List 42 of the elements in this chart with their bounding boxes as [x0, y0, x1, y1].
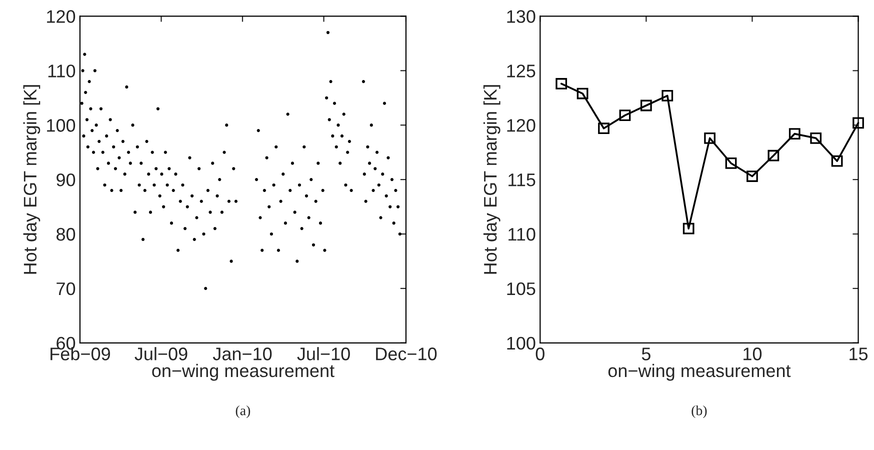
- point: [810, 132, 822, 144]
- x-tick-label: 10: [744, 348, 762, 360]
- x-axis-title: on−wing measurement: [152, 364, 334, 381]
- x-tick-label: 15: [850, 348, 868, 360]
- x-tick-label: Jul−10: [297, 347, 350, 360]
- text: (b): [692, 405, 707, 418]
- y-tick-label: 110: [48, 64, 76, 78]
- y-axis-title: Hot day EGT margin [K]: [483, 85, 500, 274]
- y-tick-label: 105: [507, 282, 536, 296]
- point: [725, 158, 737, 169]
- y-tick-label: 125: [507, 64, 536, 78]
- y-tick-label: 110: [508, 228, 536, 241]
- y-tick-label: 120: [507, 119, 536, 132]
- x-tick-label: 0: [536, 348, 544, 360]
- y-tick-label: 130: [507, 10, 536, 23]
- y-tick-label: 100: [47, 119, 76, 132]
- x-tick-label: 5: [642, 348, 650, 360]
- y-tick-label: 80: [56, 228, 76, 241]
- x-tick-label: Jan−10: [212, 348, 272, 360]
- y-axis-title: Hot day EGT margin [K]: [23, 85, 40, 274]
- point: [768, 150, 780, 162]
- point: [704, 132, 716, 144]
- point: [556, 78, 568, 90]
- point: [682, 222, 694, 234]
- point: [852, 117, 864, 129]
- point: [831, 155, 843, 167]
- point: [746, 170, 758, 182]
- y-tick-label: 100: [507, 336, 536, 350]
- point: [640, 100, 652, 112]
- x-axis-title: on−wing measurement: [608, 364, 791, 381]
- x-tick-label: Jul−09: [134, 347, 188, 360]
- point: [788, 128, 800, 140]
- y-tick-label: 70: [56, 282, 76, 296]
- y-tick-label: 115: [508, 174, 536, 186]
- point: [662, 90, 674, 102]
- y-tick-label: 90: [56, 173, 76, 186]
- point: [619, 110, 631, 121]
- x-tick-label: Dec−10: [376, 348, 437, 360]
- y-tick-label: 120: [47, 10, 76, 23]
- point: [598, 122, 610, 134]
- point: [576, 88, 588, 100]
- text: (a): [236, 405, 250, 418]
